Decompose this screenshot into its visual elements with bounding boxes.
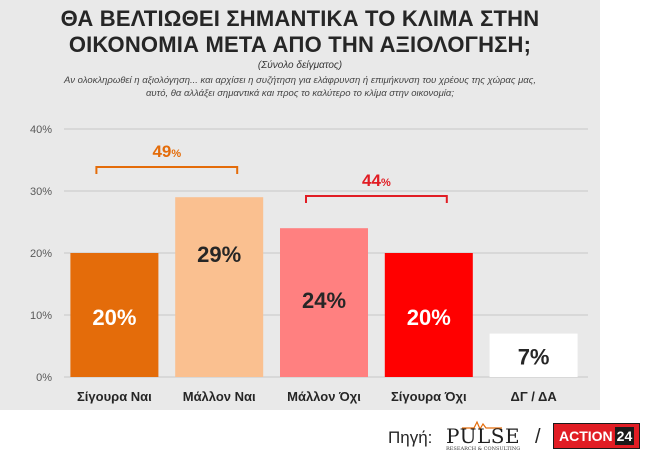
category-label: Μάλλον Όχι [287, 389, 361, 404]
bar [280, 228, 368, 377]
pulse-wave-icon [462, 420, 502, 430]
source-separator: / [535, 426, 541, 448]
bar-value-label: 20% [92, 305, 136, 330]
title-line-1: ΘΑ ΒΕΛΤΙΩΘΕΙ ΣΗΜΑΝΤΙΚΑ ΤΟ ΚΛΙΜΑ ΣΤΗΝ [60, 6, 540, 31]
action24-word: ACTION [559, 428, 613, 444]
bar-chart: 0% 10% 20% 30% 40% 20% Σίγουρα Ναι 29% Μάλλον Να… [30, 124, 588, 404]
y-tick-label: 10% [30, 310, 52, 322]
bar-value-label: 24% [302, 288, 346, 313]
group-total-label: 44% [362, 171, 391, 190]
y-tick-label: 20% [30, 248, 52, 260]
chart-subtitle: (Σύνολο δείγματος) [257, 60, 343, 71]
group-bracket [305, 195, 448, 203]
bar-value-label: 20% [407, 305, 451, 330]
group-total-label: 49% [152, 142, 181, 161]
chart-title: ΘΑ ΒΕΛΤΙΩΘΕΙ ΣΗΜΑΝΤΙΚΑ ΤΟ ΚΛΙΜΑ ΣΤΗΝ ΟΙΚ… [0, 6, 600, 58]
group-bracket [95, 166, 239, 174]
y-tick-label: 40% [30, 124, 52, 136]
title-line-2: ΟΙΚΟΝΟΜΙΑ ΜΕΤΑ ΑΠΟ ΤΗΝ ΑΞΙΟΛΟΓΗΣΗ; [68, 32, 532, 57]
action24-number: 24 [614, 427, 635, 445]
pulse-wordmark: PULSE [446, 424, 521, 448]
y-tick-label: 30% [30, 186, 52, 198]
survey-question: Αν ολοκληρωθεί η αξιολόγηση... και αρχίσ… [64, 75, 536, 99]
bar [175, 197, 264, 377]
bar [384, 253, 473, 377]
bar-value-label: 29% [197, 242, 241, 267]
bar [70, 253, 159, 377]
bar-value-label: 7% [518, 344, 550, 369]
y-tick-label: 0% [36, 372, 52, 384]
source-label: Πηγή: [388, 428, 433, 447]
category-label: Σίγουρα Ναι [77, 389, 152, 404]
category-label: Μάλλον Ναι [183, 389, 256, 404]
bar [489, 333, 578, 377]
footer-source: Πηγή: PULSE RESEARCH & CONSULTING / ACTI… [388, 420, 646, 454]
action24-logo: ACTION 24 [553, 423, 641, 449]
pulse-tagline: RESEARCH & CONSULTING [446, 446, 521, 452]
pulse-logo: PULSE RESEARCH & CONSULTING [444, 420, 522, 454]
category-label: ΔΓ / ΔΑ [510, 389, 557, 404]
category-label: Σίγουρα Όχι [391, 389, 467, 404]
